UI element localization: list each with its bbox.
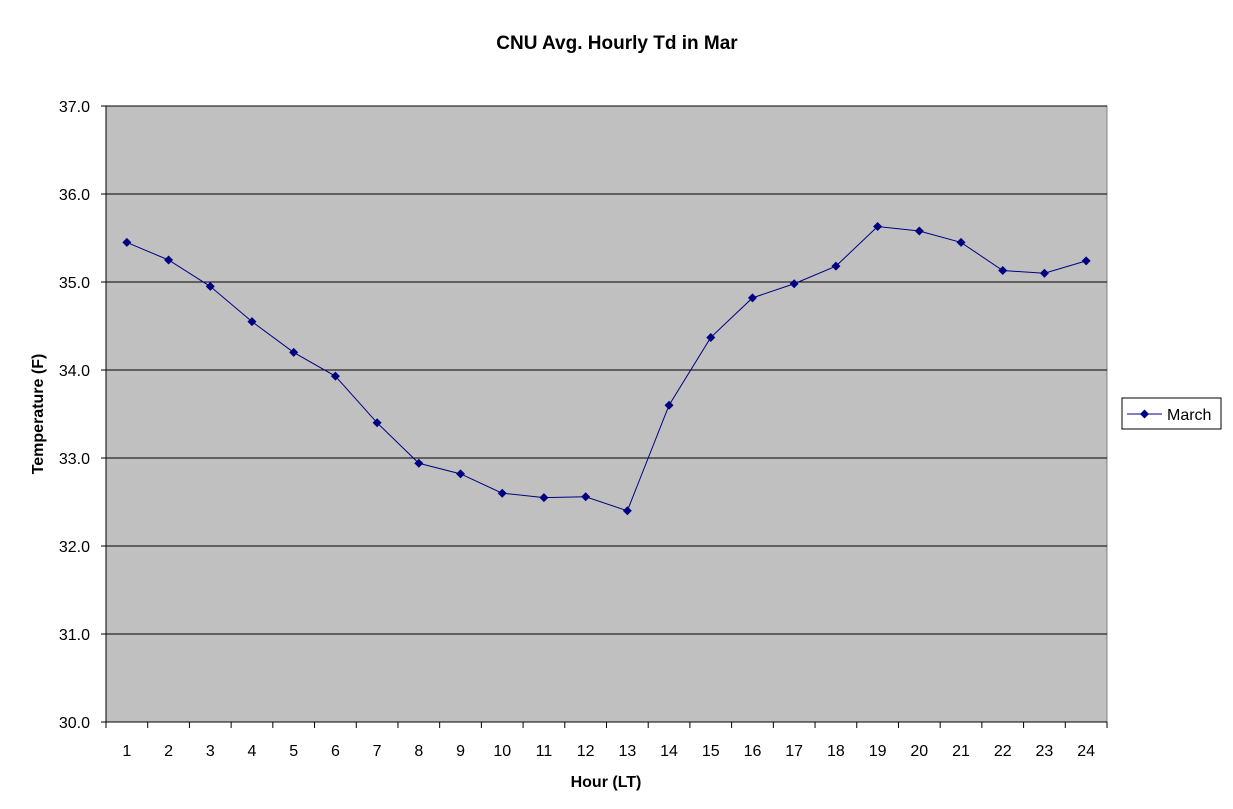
data-point [122,237,132,247]
x-tick-label: 2 [164,743,173,760]
data-point [998,266,1008,276]
data-point [247,317,257,327]
data-point [914,226,924,236]
x-tick-label: 14 [660,743,678,760]
y-tick-label: 37.0 [59,99,90,116]
x-tick-label: 24 [1077,743,1095,760]
x-tick-label: 7 [373,743,382,760]
data-point [747,293,757,303]
y-tick-label: 31.0 [59,627,90,644]
x-tick-label: 4 [248,743,257,760]
x-tick-label: 17 [785,743,803,760]
x-tick-label: 13 [618,743,636,760]
x-tick-label: 12 [577,743,595,760]
y-tick-label: 33.0 [59,451,90,468]
x-tick-label: 22 [994,743,1012,760]
x-tick-label: 9 [456,743,465,760]
data-point [164,255,174,265]
y-tick-label: 35.0 [59,275,90,292]
x-tick-label: 23 [1036,743,1054,760]
x-tick-label: 21 [952,743,970,760]
chart-title: CNU Avg. Hourly Td in Mar [496,33,738,54]
x-tick-label: 19 [869,743,887,760]
data-point [789,279,799,289]
data-point [622,506,632,516]
x-tick-label: 3 [206,743,215,760]
series-group [122,222,1091,516]
data-point [1081,256,1091,266]
x-tick-label: 20 [910,743,928,760]
plot-area [105,105,1108,723]
data-point [205,281,215,291]
x-tick-label: 16 [744,743,762,760]
y-axis: 30.0 31.0 32.0 33.0 34.0 35.0 36.0 37.0 [59,99,107,732]
data-point [539,493,549,503]
y-tick-label: 36.0 [59,187,90,204]
x-tick-label: 11 [536,743,553,760]
y-tick-label: 32.0 [59,539,90,556]
x-tick-label: 5 [289,743,298,760]
legend-marker [1140,409,1149,419]
data-point [1039,268,1049,278]
data-point [664,400,674,410]
data-point [372,418,382,428]
data-point [581,492,591,502]
x-tick-label: 10 [493,743,511,760]
data-point [289,347,299,357]
x-tick-label: 15 [702,743,720,760]
x-axis: 1 2 3 4 5 6 7 8 9 10 11 12 13 14 15 16 17 18 19 20 21 22 23 24 [105,721,1108,760]
series-line-march [126,226,1087,512]
legend-label-march: March [1167,407,1211,424]
data-point [831,261,841,271]
x-tick-label: 6 [331,743,340,760]
x-tick-label: 18 [827,743,845,760]
x-tick-label: 1 [122,743,131,760]
gridlines [106,105,1107,635]
data-point [497,488,507,498]
data-point [414,458,424,468]
y-tick-label: 30.0 [59,715,90,732]
y-axis-title: Temperature (F) [30,354,47,475]
data-point [956,237,966,247]
x-tick-label: 8 [414,743,423,760]
data-point [456,469,466,479]
y-tick-label: 34.0 [59,363,90,380]
data-point [330,371,340,381]
legend: March [1121,397,1222,430]
x-axis-title: Hour (LT) [571,774,642,791]
data-point [873,222,883,232]
data-point [706,332,716,342]
